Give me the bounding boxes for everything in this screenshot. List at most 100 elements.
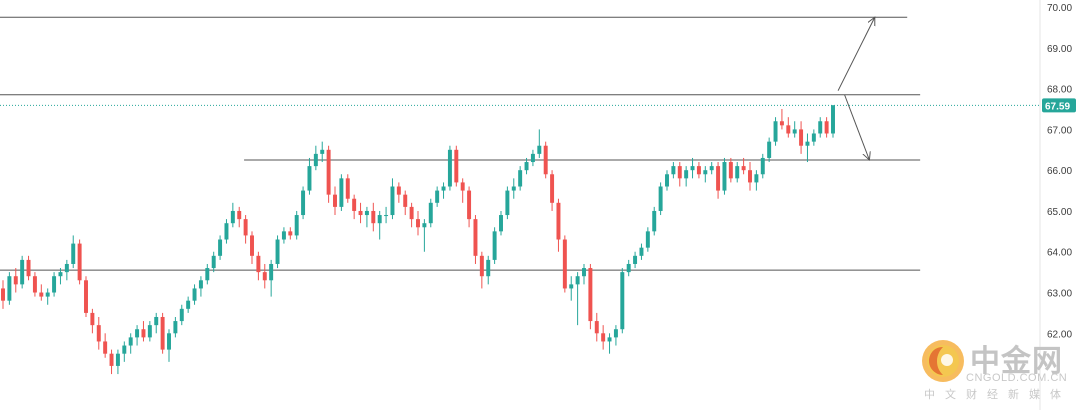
candle[interactable]: [575, 272, 580, 326]
candle[interactable]: [135, 325, 140, 346]
candle[interactable]: [154, 312, 159, 334]
candle[interactable]: [805, 133, 810, 163]
candle[interactable]: [779, 109, 784, 130]
candle[interactable]: [250, 231, 254, 264]
candle[interactable]: [390, 178, 395, 220]
candle[interactable]: [530, 149, 535, 167]
candle[interactable]: [831, 104, 835, 138]
candle[interactable]: [58, 268, 63, 285]
candle[interactable]: [52, 272, 57, 297]
candle[interactable]: [13, 268, 18, 293]
candle[interactable]: [122, 341, 127, 362]
candle[interactable]: [677, 162, 682, 187]
candle[interactable]: [32, 272, 37, 297]
price-axis[interactable]: 70.00 69.00 68.00 67.00 66.00 65.00 64.00 63.00…: [1039, 0, 1072, 410]
candle[interactable]: [479, 251, 484, 289]
candle[interactable]: [792, 121, 797, 138]
candle[interactable]: [665, 170, 669, 191]
candle[interactable]: [652, 206, 657, 236]
candle[interactable]: [601, 325, 606, 350]
candle[interactable]: [639, 243, 644, 260]
candle[interactable]: [709, 162, 714, 175]
candle[interactable]: [626, 259, 631, 277]
candle[interactable]: [288, 227, 293, 240]
candle[interactable]: [492, 227, 497, 264]
candle[interactable]: [377, 210, 382, 240]
candle[interactable]: [243, 215, 248, 244]
candle[interactable]: [192, 284, 197, 305]
candle[interactable]: [211, 251, 216, 273]
candle[interactable]: [333, 186, 337, 216]
candle[interactable]: [173, 316, 178, 338]
candle[interactable]: [71, 235, 76, 269]
candle[interactable]: [467, 186, 472, 228]
candle[interactable]: [499, 210, 503, 236]
candle[interactable]: [230, 202, 235, 228]
candle[interactable]: [262, 263, 267, 289]
candle[interactable]: [77, 239, 82, 285]
candle[interactable]: [422, 219, 427, 252]
candle[interactable]: [786, 117, 791, 138]
candle[interactable]: [396, 182, 401, 203]
candle[interactable]: [313, 145, 318, 171]
candle[interactable]: [237, 206, 242, 228]
candle[interactable]: [447, 145, 452, 191]
candle[interactable]: [799, 121, 804, 154]
candle[interactable]: [441, 182, 446, 199]
candle[interactable]: [384, 206, 389, 224]
candle[interactable]: [735, 162, 740, 183]
candle[interactable]: [607, 333, 612, 354]
projection-arrow[interactable]: [844, 94, 870, 160]
candle[interactable]: [428, 198, 433, 228]
candle[interactable]: [141, 321, 146, 342]
candle[interactable]: [760, 153, 765, 179]
candle[interactable]: [716, 162, 721, 199]
candle[interactable]: [594, 312, 599, 342]
candle[interactable]: [109, 349, 114, 375]
candle[interactable]: [518, 166, 523, 191]
candle[interactable]: [486, 255, 491, 285]
candle[interactable]: [39, 284, 44, 301]
candle[interactable]: [613, 325, 618, 346]
candle[interactable]: [703, 166, 708, 183]
candle[interactable]: [505, 186, 510, 220]
candle[interactable]: [281, 227, 286, 244]
candle[interactable]: [550, 170, 555, 211]
candle[interactable]: [569, 276, 574, 301]
candle[interactable]: [301, 186, 306, 220]
candle[interactable]: [186, 296, 191, 313]
candle[interactable]: [345, 174, 350, 203]
candle[interactable]: [160, 312, 165, 354]
candle[interactable]: [754, 170, 759, 191]
candle[interactable]: [454, 145, 459, 187]
candle[interactable]: [275, 235, 280, 269]
candle[interactable]: [562, 235, 567, 293]
candle[interactable]: [96, 316, 101, 350]
candle[interactable]: [645, 227, 650, 252]
candle[interactable]: [371, 202, 376, 232]
candle[interactable]: [671, 162, 676, 179]
candle[interactable]: [224, 219, 229, 244]
candle[interactable]: [696, 162, 701, 179]
candle[interactable]: [115, 349, 120, 375]
candle[interactable]: [767, 137, 772, 163]
projection-arrow[interactable]: [837, 17, 875, 91]
candle[interactable]: [741, 157, 746, 175]
candle[interactable]: [269, 259, 274, 297]
candle[interactable]: [773, 117, 778, 146]
candle[interactable]: [84, 276, 88, 317]
candle[interactable]: [473, 215, 478, 264]
candle[interactable]: [728, 157, 733, 183]
candle[interactable]: [811, 129, 816, 146]
candle[interactable]: [26, 255, 31, 281]
candle[interactable]: [403, 190, 408, 216]
candle[interactable]: [748, 162, 752, 191]
candle[interactable]: [358, 202, 363, 224]
candle[interactable]: [128, 333, 133, 354]
candle[interactable]: [45, 288, 50, 305]
candle[interactable]: [1, 280, 5, 309]
candle[interactable]: [179, 304, 184, 326]
candle[interactable]: [90, 308, 95, 334]
candle[interactable]: [364, 206, 369, 228]
